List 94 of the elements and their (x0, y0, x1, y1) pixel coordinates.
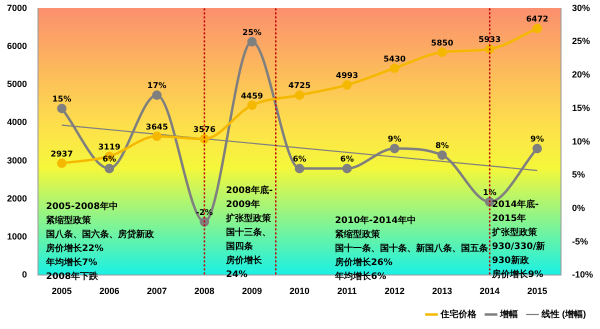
data-label: 1% (482, 188, 496, 197)
point (437, 150, 447, 160)
data-label: 4993 (336, 70, 358, 80)
data-label: 25% (242, 28, 262, 37)
y2-tick-label: 20% (572, 70, 590, 80)
annotation: 扩张型政策 (226, 214, 271, 225)
annotation: 紧缩型政策 (335, 230, 380, 241)
x-tick-label: 2013 (432, 286, 452, 296)
annotation: 2008年下跌 (46, 272, 98, 283)
y2-tick-label: 30% (572, 2, 590, 13)
y-tick-label: 4000 (6, 117, 28, 128)
annotation: 2009年 (226, 200, 260, 211)
annotation: 930/330/新 (492, 242, 546, 253)
x-tick-label: 2006 (99, 286, 120, 296)
data-label: 5430 (383, 54, 406, 64)
y-tick-label: 1000 (6, 232, 28, 242)
point (247, 37, 257, 46)
annotation: 2005-2008年中 (46, 202, 118, 213)
legend-label: 线性 (增幅) (540, 308, 586, 319)
data-label: 3645 (146, 122, 168, 132)
point (342, 164, 352, 174)
point (342, 80, 352, 90)
annotation: 年均增长7% (46, 258, 98, 269)
data-label: 2937 (50, 149, 73, 158)
data-label: 8% (435, 141, 449, 150)
y2-tick-label: 5% (572, 170, 586, 180)
point (247, 100, 257, 110)
annotation: 国四条 (226, 242, 253, 253)
data-label: 6% (102, 154, 116, 164)
point (57, 158, 67, 168)
annotation: 国八条、国六条、房贷新政 (46, 230, 154, 241)
point (294, 164, 304, 174)
point (152, 90, 162, 100)
annotation: 房价增长22% (46, 244, 104, 255)
x-tick-label: 2009 (242, 286, 262, 296)
data-label: 9% (388, 134, 402, 144)
point (152, 132, 162, 142)
point (437, 47, 447, 57)
point (57, 104, 67, 114)
annotation: 2008年底- (226, 186, 273, 197)
annotation: 2010年-2014年中 (335, 216, 416, 227)
annotation: 国十三条、 (226, 228, 271, 239)
point (390, 63, 400, 73)
y-tick-label: 7000 (6, 2, 28, 13)
data-label: 17% (147, 81, 166, 90)
legend-label: 住宅价格 (440, 308, 478, 319)
y-tick-label: 3000 (6, 155, 28, 166)
legend-label: 增幅 (499, 308, 518, 319)
x-tick-label: 2012 (384, 286, 405, 296)
x-tick-label: 2011 (337, 286, 357, 296)
y2-tick-label: 25% (572, 36, 590, 46)
y-tick-label: 6000 (6, 41, 28, 51)
data-label: 6% (292, 154, 306, 164)
data-label: 6472 (526, 14, 548, 24)
x-tick-label: 2015 (527, 286, 548, 296)
data-label: 3119 (98, 142, 121, 152)
data-label: 5933 (478, 35, 501, 44)
point (532, 144, 542, 154)
annotation: 国十一条、国十条、新国八条、国五条 (335, 244, 488, 255)
annotation: 房价增长 (226, 256, 262, 267)
annotation: 2014年底- (492, 200, 539, 211)
data-label: 9% (530, 134, 544, 144)
annotation: 24% (226, 270, 248, 281)
y2-tick-label: 10% (572, 136, 590, 146)
annotation: 2015年 (492, 214, 526, 225)
data-label: 3576 (193, 124, 216, 134)
data-label: -2% (196, 208, 213, 217)
x-tick-label: 2005 (52, 286, 72, 296)
data-label: 15% (52, 94, 72, 104)
data-label: 6% (340, 154, 354, 164)
annotation: 扩张型政策 (492, 228, 537, 239)
y2-tick-label: 15% (572, 102, 590, 113)
point (104, 164, 114, 174)
annotation: 紧缩型政策 (46, 216, 91, 227)
y-tick-label: 0 (22, 270, 28, 280)
annotation: 房价增长26% (335, 258, 393, 269)
data-label: 4459 (240, 91, 264, 100)
annotation: 年均增长6% (335, 272, 386, 283)
x-tick-label: 2010 (289, 286, 310, 296)
point (294, 90, 304, 100)
annotation: 930新政 (492, 256, 529, 267)
point (390, 144, 400, 154)
x-tick-label: 2007 (146, 286, 167, 296)
data-label: 4725 (288, 81, 312, 90)
x-tick-label: 2008 (194, 286, 214, 296)
y-tick-label: 2000 (6, 193, 28, 204)
data-label: 5850 (431, 38, 454, 48)
annotation: 房价增长9% (492, 270, 544, 281)
point (532, 24, 542, 34)
y2-tick-label: -5% (572, 236, 588, 246)
x-tick-label: 2014 (480, 286, 500, 296)
y2-tick-label: 0% (572, 202, 586, 213)
y2-tick-label: -10% (572, 270, 594, 280)
y-tick-label: 5000 (6, 79, 28, 90)
